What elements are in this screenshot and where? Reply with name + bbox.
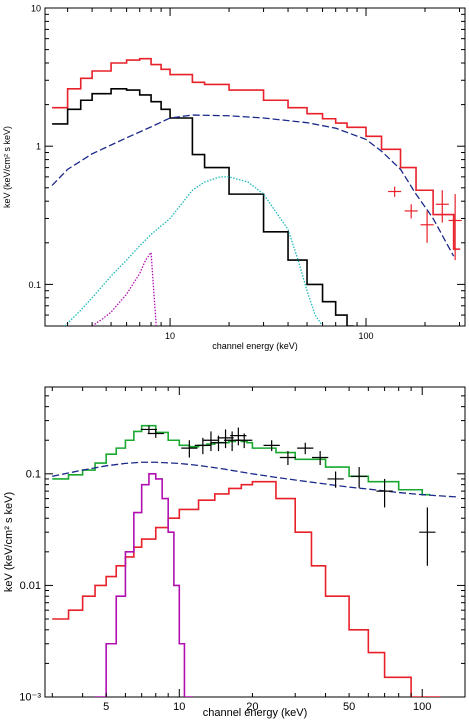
top-series-line-0 (52, 57, 461, 250)
bottom-y-tick-label: 0.01 (20, 580, 41, 592)
bottom-error-point (419, 507, 436, 566)
top-y-tick-label: 1 (36, 142, 41, 152)
top-y-tick-label: 10 (31, 4, 41, 14)
bottom-error-point (147, 429, 164, 438)
bottom-error-point (297, 442, 314, 455)
bottom-y-axis-title: keV (keV/cm² s keV) (3, 492, 15, 592)
bottom-x-axis-title: channel energy (keV) (203, 707, 308, 719)
bottom-y-tick-label: 0.1 (26, 468, 41, 480)
bottom-x-tick-label: 50 (343, 701, 355, 713)
bottom-error-point (140, 425, 158, 434)
top-error-point (404, 204, 418, 219)
bottom-error-point (327, 471, 344, 488)
top-plot-frame (44, 7, 466, 327)
top-x-tick-label: 10 (165, 331, 175, 341)
bottom-spectrum-chart: 5 10 20 50 100 10⁻³ 0.01 0.1 channel energy (ke… (3, 386, 466, 719)
bottom-x-tick-label: 5 (103, 701, 109, 713)
top-error-point (388, 186, 402, 197)
bottom-error-point (279, 451, 297, 465)
top-x-tick-label: 100 (359, 331, 374, 341)
bottom-chart-marks (52, 424, 458, 697)
bottom-series-line-0 (52, 424, 431, 496)
bottom-plot-frame (44, 386, 466, 698)
top-error-point (435, 190, 449, 223)
top-spectrum-chart: 10 100 0.1 1 10 channel energy (keV) keV (ke… (2, 4, 466, 351)
bottom-error-point (236, 433, 253, 449)
bottom-error-point (181, 440, 198, 458)
bottom-error-point (202, 431, 220, 452)
top-series-line-3 (64, 176, 324, 326)
bottom-error-point (312, 451, 329, 465)
top-series-line-1 (52, 88, 354, 326)
bottom-x-tick-label: 100 (413, 701, 431, 713)
top-error-point (448, 194, 462, 261)
bottom-series-line-1 (52, 461, 458, 498)
bottom-error-point (376, 478, 393, 508)
top-y-axis-title: keV (keV/cm² s keV) (2, 126, 12, 208)
bottom-error-point (351, 467, 368, 488)
bottom-series-line-2 (52, 480, 441, 697)
bottom-error-point (263, 440, 280, 452)
bottom-axis-ticks: 5 10 20 50 100 10⁻³ 0.01 0.1 (19, 387, 465, 713)
bottom-y-tick-label: 10⁻³ (19, 692, 41, 704)
top-axis-ticks: 10 100 0.1 1 10 (28, 4, 465, 341)
bottom-x-tick-label: 20 (246, 701, 258, 713)
top-x-axis-title: channel energy (keV) (212, 341, 298, 351)
top-chart-marks (51, 57, 462, 326)
top-y-tick-label: 0.1 (28, 280, 41, 290)
bottom-x-tick-label: 10 (173, 701, 185, 713)
bottom-series-line-3 (95, 473, 193, 697)
bottom-error-point (217, 429, 234, 449)
top-series-line-2 (51, 114, 455, 257)
top-error-point (420, 210, 434, 243)
top-series-line-4 (91, 250, 157, 326)
